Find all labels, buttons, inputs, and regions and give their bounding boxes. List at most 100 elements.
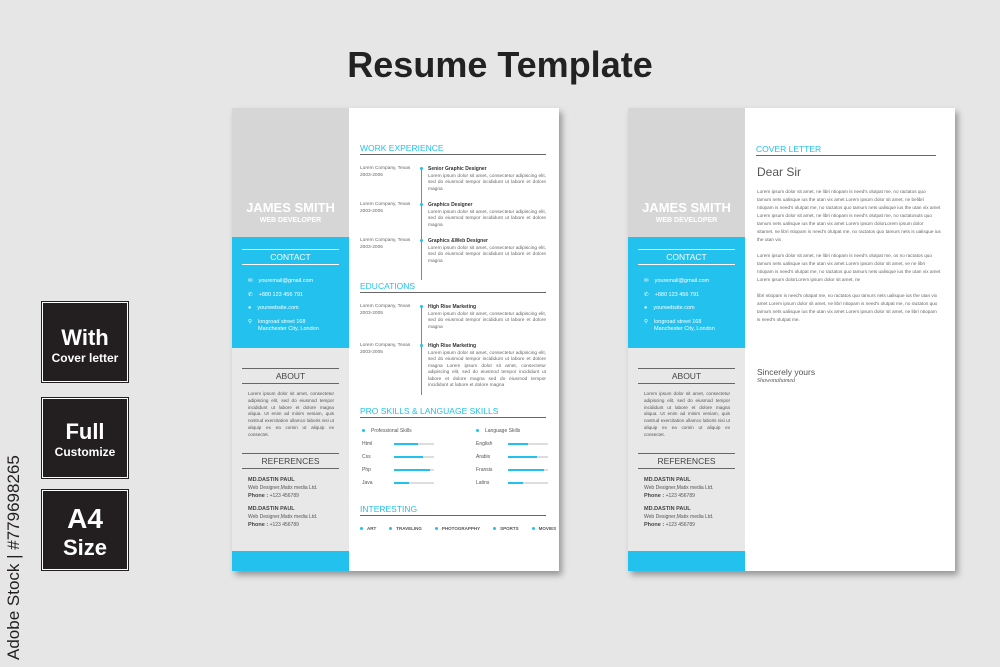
timeline-line: [421, 168, 422, 280]
about-heading: ABOUT: [638, 368, 735, 384]
email-icon: ✉: [644, 278, 649, 284]
globe-icon: ●: [248, 305, 252, 311]
skill-bar: [508, 456, 548, 458]
entry-desc: Lorem ipsum dolor sit amet, consectetur …: [428, 209, 546, 228]
location-icon: ⚲: [248, 319, 253, 325]
entry-desc: Lorem ipsum dolor sit amet, consectetur …: [428, 245, 546, 264]
entry-company: Lorem Company, Texas 2003-2005: [360, 166, 411, 178]
profile-name: JAMES SMITH: [246, 200, 335, 215]
references-heading: REFERENCES: [242, 453, 339, 469]
badge-a4-size: A4 Size: [41, 489, 129, 571]
about-text: Lorem ipsum dolor sit amet, consectetur …: [248, 391, 334, 437]
reference-item: MD.DASTIN PAUL Web Designer,Matix media L…: [248, 477, 318, 499]
skill-bar: [394, 469, 434, 471]
globe-icon: ●: [644, 305, 648, 311]
skill-bar: [508, 469, 548, 471]
resume-page: JAMES SMITH WEB DEVELOPER CONTACT ✉ youre…: [232, 108, 559, 571]
skill-row: Html: [362, 441, 434, 447]
sidebar-footer: [232, 551, 349, 571]
education-heading: EDUCATIONS: [360, 281, 546, 293]
reference-item: MD.DASTIN PAUL Web Designer,Matix media L…: [644, 477, 714, 499]
sidebar-header: [628, 108, 745, 237]
contact-website: ● yourwebsite.com: [248, 305, 299, 311]
about-heading: ABOUT: [242, 368, 339, 384]
reference-item: MD.DASTIN PAUL Web Designer,Matix media L…: [644, 506, 714, 528]
contact-address: ⚲ longroad street 168 Manchester City, Lon…: [644, 319, 715, 332]
timeline-dot: [420, 239, 423, 242]
interest-item: ART: [360, 526, 376, 531]
interest-item: PHOTOGRAPPHY: [435, 526, 480, 531]
contact-heading: CONTACT: [242, 249, 339, 265]
timeline-dot: [420, 203, 423, 206]
location-icon: ⚲: [644, 319, 649, 325]
contact-email: ✉ youremail@gmail.com: [248, 278, 314, 284]
skill-row: Java: [362, 480, 434, 486]
skill-row: Php: [362, 467, 434, 473]
phone-icon: ✆: [644, 292, 649, 298]
entry-company: Lorem Company, Texas 2003-2005: [360, 202, 411, 214]
interests-list: ART TRAVELING PHOTOGRAPPHY SPORTS MOVIES: [360, 526, 556, 531]
timeline-line: [421, 305, 422, 395]
page-title: Resume Template: [347, 44, 653, 85]
skill-bar: [394, 443, 434, 445]
letter-paragraph: libri ntiopam is need's olutpat me, no r…: [757, 293, 938, 322]
skill-bar: [508, 443, 548, 445]
contact-panel: [232, 237, 349, 348]
profile-role: WEB DEVELOPER: [655, 217, 718, 224]
signature: Shawonahamed: [757, 378, 795, 384]
entry-title: Graphics &Web Designer: [428, 238, 488, 244]
entry-company: Lorem Company, Texas 2003-2005: [360, 238, 411, 250]
entry-title: Senior Graphic Designer: [428, 166, 487, 172]
contact-email: ✉ youremail@gmail.com: [644, 278, 710, 284]
reference-item: MD.DASTIN PAUL Web Designer,Matix media L…: [248, 506, 318, 528]
interest-item: TRAVELING: [389, 526, 422, 531]
contact-phone: ✆ +880 123 456 791: [644, 292, 700, 298]
pro-skills-label: Professional Skills: [362, 428, 432, 434]
entry-company: Lorem Company, Texas 2003-2005: [360, 343, 411, 355]
entry-desc: Lorem ipsum dolor sit amet, consectetur …: [428, 173, 546, 192]
timeline-dot: [420, 344, 423, 347]
language-skills-label: Language Skills: [476, 428, 546, 434]
phone-icon: ✆: [248, 292, 253, 298]
timeline-dot: [420, 305, 423, 308]
contact-heading: CONTACT: [638, 249, 735, 265]
email-icon: ✉: [248, 278, 253, 284]
badge-cover-letter: With Cover letter: [41, 301, 129, 383]
timeline-dot: [420, 167, 423, 170]
skill-row: Latins: [476, 480, 548, 486]
skill-row: Fransis: [476, 467, 548, 473]
interesting-heading: INTERESTING: [360, 504, 546, 516]
entry-company: Lorem Company, Texas 2003-2005: [360, 304, 411, 316]
entry-desc: Lorem ipsum dolor sit amet, consectetur …: [428, 350, 546, 389]
skill-row: Css: [362, 454, 434, 460]
entry-desc: Lorem ipsum dolor sit amet, consectetur …: [428, 311, 546, 330]
cover-letter-page: JAMES SMITH WEB DEVELOPER CONTACT ✉ youre…: [628, 108, 955, 571]
skill-row: English: [476, 441, 548, 447]
skill-bar: [394, 456, 434, 458]
entry-title: High Rise Marketing: [428, 343, 477, 349]
sidebar-header: [232, 108, 349, 237]
references-heading: REFERENCES: [638, 453, 735, 469]
sidebar-footer: [628, 551, 745, 571]
contact-website: ● yourwebsite.com: [644, 305, 695, 311]
contact-panel: [628, 237, 745, 348]
badge-full-customize: Full Customize: [41, 397, 129, 479]
greeting: Dear Sir: [757, 165, 802, 179]
skills-heading: PRO SKILLS & LANGUAGE SKILLS: [360, 406, 546, 418]
closing: Sincerely yours: [757, 367, 816, 377]
skill-bar: [394, 482, 434, 484]
skill-bar: [508, 482, 548, 484]
stock-watermark: Adobe Stock | #779698265: [4, 455, 23, 660]
entry-title: Graphics Designer: [428, 202, 473, 208]
profile-role: WEB DEVELOPER: [259, 217, 322, 224]
contact-address: ⚲ longroad street 168 Manchester City, Lon…: [248, 319, 319, 332]
about-text: Lorem ipsum dolor sit amet, consectetur …: [644, 391, 730, 437]
contact-phone: ✆ +880 123 456 791: [248, 292, 304, 298]
entry-title: High Rise Marketing: [428, 304, 477, 310]
interest-item: SPORTS: [493, 526, 519, 531]
skill-row: Arabis: [476, 454, 548, 460]
interest-item: MOVIES: [532, 526, 557, 531]
letter-paragraph: Lorem ipsum dolor sit amet, ne libri nti…: [757, 189, 941, 242]
cover-heading: COVER LETTER: [756, 144, 936, 156]
letter-paragraph: Lorem ipsum dolor sit amet, ne libri nti…: [757, 253, 941, 282]
